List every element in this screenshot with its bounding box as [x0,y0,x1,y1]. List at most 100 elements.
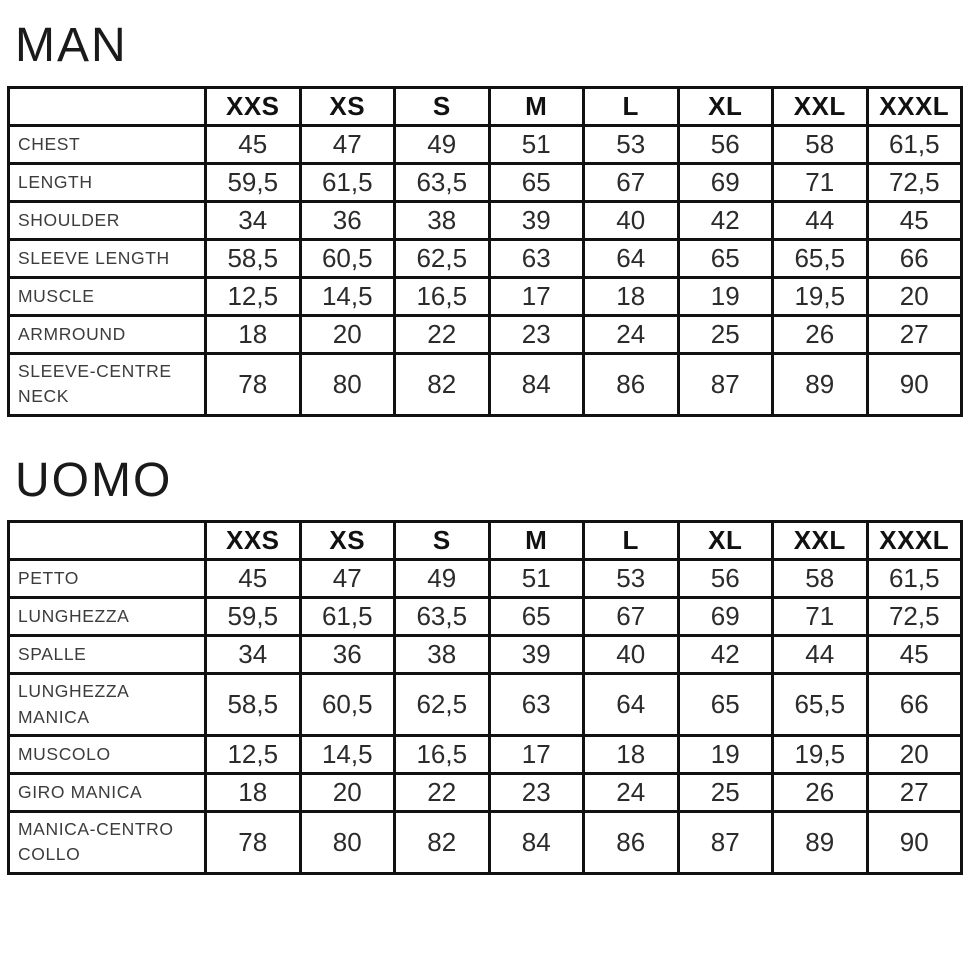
measurement-value: 61,5 [298,596,396,638]
measurement-value: 67 [582,161,680,203]
measurement-value: 18 [204,772,302,814]
size-table-body: CHEST 45 47 49 51 53 56 58 61,5 LENGTH 59,5 61,5 63,… [7,123,963,417]
size-column-header: S [393,85,491,127]
measurement-value: 20 [298,313,396,355]
size-column-header: XS [298,85,396,127]
measurement-label: ARMROUND [7,313,207,355]
measurement-label: GIRO MANICA [7,772,207,814]
measurement-value: 82 [393,810,491,875]
measurement-value: 24 [582,313,680,355]
size-column-header: XL [676,85,774,127]
measurement-value: 89 [771,810,869,875]
measurement-value: 34 [204,634,302,676]
measurement-value: 61,5 [298,161,396,203]
measurement-value: 45 [865,634,963,676]
measurement-value: 23 [487,313,585,355]
measurement-value: 26 [771,772,869,814]
size-column-header: L [582,520,680,562]
measurement-value: 20 [298,772,396,814]
measurement-value: 71 [771,596,869,638]
measurement-value: 63,5 [393,161,491,203]
measurement-value: 20 [865,734,963,776]
measurement-value: 90 [865,810,963,875]
measurement-value: 22 [393,772,491,814]
measurement-value: 14,5 [298,275,396,317]
size-table: XXS XS S M L XL XXL XXXL PETTO 45 47 49 51 53 56 58 61,… [7,520,963,875]
measurement-value: 78 [204,351,302,417]
measurement-value: 27 [865,772,963,814]
size-header-row: XXS XS S M L XL XXL XXXL [7,85,963,127]
measurement-value: 84 [487,351,585,417]
measurement-value: 65 [487,596,585,638]
measurement-value: 69 [676,596,774,638]
measurement-value: 59,5 [204,596,302,638]
measurement-value: 19 [676,734,774,776]
measurement-value: 22 [393,313,491,355]
measurement-value: 72,5 [865,161,963,203]
measurement-value: 64 [582,672,680,738]
measurement-value: 51 [487,123,585,165]
measurement-value: 19,5 [771,734,869,776]
measurement-value: 40 [582,634,680,676]
measurement-label: MUSCLE [7,275,207,317]
measurement-value: 44 [771,634,869,676]
table-row: LENGTH 59,5 61,5 63,5 65 67 69 71 72,5 [7,161,963,203]
size-column-header: L [582,85,680,127]
measurement-value: 26 [771,313,869,355]
measurement-value: 40 [582,199,680,241]
measurement-label: SHOULDER [7,199,207,241]
measurement-value: 51 [487,558,585,600]
measurement-value: 53 [582,123,680,165]
measurement-value: 17 [487,275,585,317]
table-title: UOMO [15,453,173,507]
size-table-section: MAN XXS XS S M L XL XXL XXXL CHEST 45 47 49 51 53 56 5… [7,19,963,417]
measurement-value: 49 [393,558,491,600]
measurement-value: 61,5 [865,123,963,165]
measurement-value: 12,5 [204,734,302,776]
measurement-value: 59,5 [204,161,302,203]
measurement-label: PETTO [7,558,207,600]
measurement-value: 17 [487,734,585,776]
measurement-label: LUNGHEZZA [7,596,207,638]
measurement-label: CHEST [7,123,207,165]
table-row: SLEEVE-CENTRE NECK 78 80 82 84 86 87 89 90 [7,351,963,417]
measurement-value: 36 [298,634,396,676]
measurement-value: 58,5 [204,237,302,279]
measurement-value: 65 [676,237,774,279]
measurement-value: 66 [865,672,963,738]
measurement-value: 42 [676,199,774,241]
measurement-value: 86 [582,351,680,417]
measurement-value: 56 [676,558,774,600]
table-row: MUSCLE 12,5 14,5 16,5 17 18 19 19,5 20 [7,275,963,317]
measurement-value: 63,5 [393,596,491,638]
measurement-value: 19 [676,275,774,317]
measurement-value: 64 [582,237,680,279]
measurement-value: 60,5 [298,672,396,738]
measurement-value: 63 [487,672,585,738]
measurement-value: 25 [676,313,774,355]
measurement-value: 38 [393,634,491,676]
measurement-value: 61,5 [865,558,963,600]
measurement-value: 67 [582,596,680,638]
table-row: GIRO MANICA 18 20 22 23 24 25 26 27 [7,772,963,814]
measurement-value: 71 [771,161,869,203]
measurement-value: 84 [487,810,585,875]
corner-cell [7,85,207,127]
measurement-value: 53 [582,558,680,600]
measurement-value: 66 [865,237,963,279]
measurement-value: 65,5 [771,672,869,738]
measurement-value: 45 [865,199,963,241]
size-column-header: XXXL [865,520,963,562]
measurement-value: 65 [676,672,774,738]
measurement-value: 16,5 [393,734,491,776]
table-row: CHEST 45 47 49 51 53 56 58 61,5 [7,123,963,165]
measurement-value: 36 [298,199,396,241]
table-row: PETTO 45 47 49 51 53 56 58 61,5 [7,558,963,600]
measurement-value: 82 [393,351,491,417]
size-column-header: XL [676,520,774,562]
measurement-value: 87 [676,810,774,875]
size-column-header: M [487,520,585,562]
measurement-value: 47 [298,558,396,600]
table-row: LUNGHEZZA MANICA 58,5 60,5 62,5 63 64 65 65,5 66 [7,672,963,738]
measurement-value: 86 [582,810,680,875]
